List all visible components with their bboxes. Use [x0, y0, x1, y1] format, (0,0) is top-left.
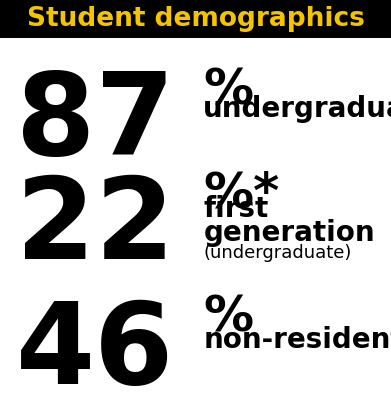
Text: first: first: [203, 195, 269, 223]
Text: Student demographics: Student demographics: [27, 6, 364, 32]
Text: undergraduate: undergraduate: [203, 95, 391, 123]
Text: (undergraduate): (undergraduate): [203, 244, 352, 261]
Text: generation: generation: [203, 219, 375, 247]
Text: 46: 46: [16, 297, 174, 408]
Text: 87: 87: [16, 68, 174, 179]
Text: %*: %*: [203, 169, 280, 217]
Text: %: %: [203, 294, 253, 342]
FancyBboxPatch shape: [0, 0, 391, 38]
Text: non-resident: non-resident: [203, 326, 391, 354]
Text: 22: 22: [16, 172, 174, 283]
Text: %: %: [203, 66, 253, 115]
